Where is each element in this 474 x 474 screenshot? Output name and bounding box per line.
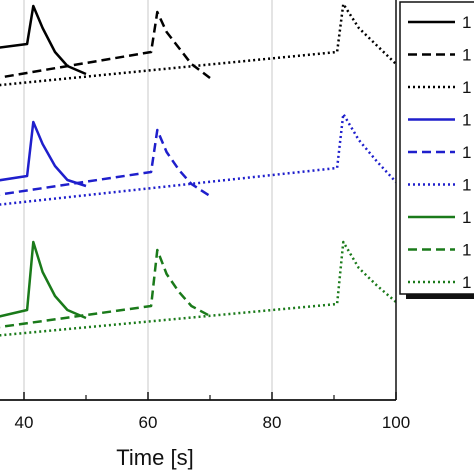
legend-box [399, 1, 474, 295]
legend-label: 1 [462, 143, 471, 162]
legend: 1 1 1 1 1 1 1 1 1 [399, 1, 474, 299]
x-tick-label: 60 [139, 413, 158, 432]
x-tick-label: 80 [263, 413, 282, 432]
x-tick-label: 100 [382, 413, 410, 432]
x-tick-label: 40 [15, 413, 34, 432]
series-line [0, 240, 396, 337]
x-axis: 40 60 80 100 [0, 0, 410, 432]
legend-label: 1 [462, 46, 471, 65]
legend-label: 1 [462, 176, 471, 195]
series-line [0, 112, 396, 206]
grid-lines [23, 0, 273, 400]
legend-label: 1 [462, 241, 471, 260]
legend-shadow [406, 294, 474, 299]
series-line [0, 120, 87, 188]
legend-label: 1 [462, 111, 471, 130]
series-line [0, 128, 211, 198]
legend-label: 1 [462, 208, 471, 227]
x-axis-title: Time [s] [116, 445, 193, 470]
series-line [0, 248, 211, 329]
legend-label: 1 [462, 13, 471, 32]
legend-label: 1 [462, 78, 471, 97]
series-line [0, 10, 211, 79]
series-lines [0, 2, 396, 337]
series-line [0, 4, 87, 76]
series-line [0, 2, 396, 87]
legend-label: 1 [462, 273, 471, 292]
series-line [0, 240, 87, 320]
